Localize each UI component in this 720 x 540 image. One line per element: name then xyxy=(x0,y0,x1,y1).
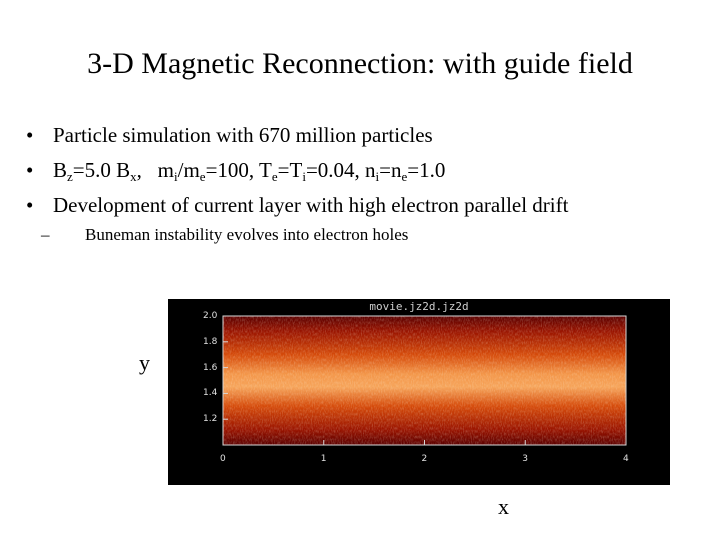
x-tick-label: 1 xyxy=(320,454,327,464)
bullet-item-current-layer: • Development of current layer with high… xyxy=(26,188,568,223)
param-sub: z xyxy=(67,169,73,184)
param-seg: =n xyxy=(379,158,402,182)
bullet-item-particles: • Particle simulation with 670 million p… xyxy=(26,118,568,153)
param-seg: /m xyxy=(177,158,200,182)
param-seg: =1.0 xyxy=(407,158,446,182)
param-seg: , m xyxy=(136,158,174,182)
bullet-text: Development of current layer with high e… xyxy=(53,193,569,217)
sub-bullet: – Buneman instability evolves into electr… xyxy=(41,223,408,247)
bullet-dot: • xyxy=(26,193,34,217)
bullet-list: • Particle simulation with 670 million p… xyxy=(26,118,568,223)
param-seg: B xyxy=(53,158,68,182)
param-sub: x xyxy=(130,169,137,184)
param-sub: i xyxy=(302,169,306,184)
parameter-text: Bz=5.0 Bx, mi/me=100, Te=Ti=0.04, ni=ne=… xyxy=(53,158,446,184)
x-tick-label: 0 xyxy=(220,454,226,464)
bullet-text: Particle simulation with 670 million par… xyxy=(53,123,433,147)
param-seg: =100, T xyxy=(205,158,272,182)
bullet-dot: • xyxy=(26,158,34,182)
param-sub: e xyxy=(271,169,278,184)
x-tick-label: 3 xyxy=(522,454,528,464)
tick-marks xyxy=(222,315,627,445)
slide-title: 3-D Magnetic Reconnection: with guide fi… xyxy=(87,47,633,80)
x-axis-label: x xyxy=(498,494,509,519)
heatmap-texture xyxy=(223,316,626,445)
x-tick-label: 2 xyxy=(421,454,428,464)
param-seg: =5.0 B xyxy=(72,158,131,182)
bullet-dot: • xyxy=(26,123,34,147)
y-tick-label: 1.6 xyxy=(203,362,218,373)
simulation-plot: movie.jz2d.jz2d 2.0 1.8 1.6 1.4 1.2 0 1 2 3 4 xyxy=(168,299,670,485)
y-tick-label: 1.8 xyxy=(203,336,218,347)
param-sub: i xyxy=(174,169,178,184)
param-sub: e xyxy=(199,169,206,184)
sub-bullet-text: Buneman instability evolves into electro… xyxy=(85,225,409,244)
param-sub: i xyxy=(375,169,380,184)
dash-glyph: – xyxy=(41,225,50,244)
param-seg: =T xyxy=(277,158,303,182)
y-tick-label: 1.4 xyxy=(203,388,218,399)
y-tick-label: 2.0 xyxy=(203,311,218,321)
y-tick-label: 1.2 xyxy=(203,414,218,425)
param-sub: e xyxy=(401,169,408,184)
x-tick-label: 4 xyxy=(623,454,629,464)
bullet-item-parameters: • Bz=5.0 Bx, mi/me=100, Te=Ti=0.04, ni=n… xyxy=(26,153,568,188)
param-seg: =0.04, n xyxy=(305,158,376,182)
heatmap-svg xyxy=(222,315,627,446)
y-axis-label: y xyxy=(139,350,150,375)
plot-title: movie.jz2d.jz2d xyxy=(369,300,469,313)
